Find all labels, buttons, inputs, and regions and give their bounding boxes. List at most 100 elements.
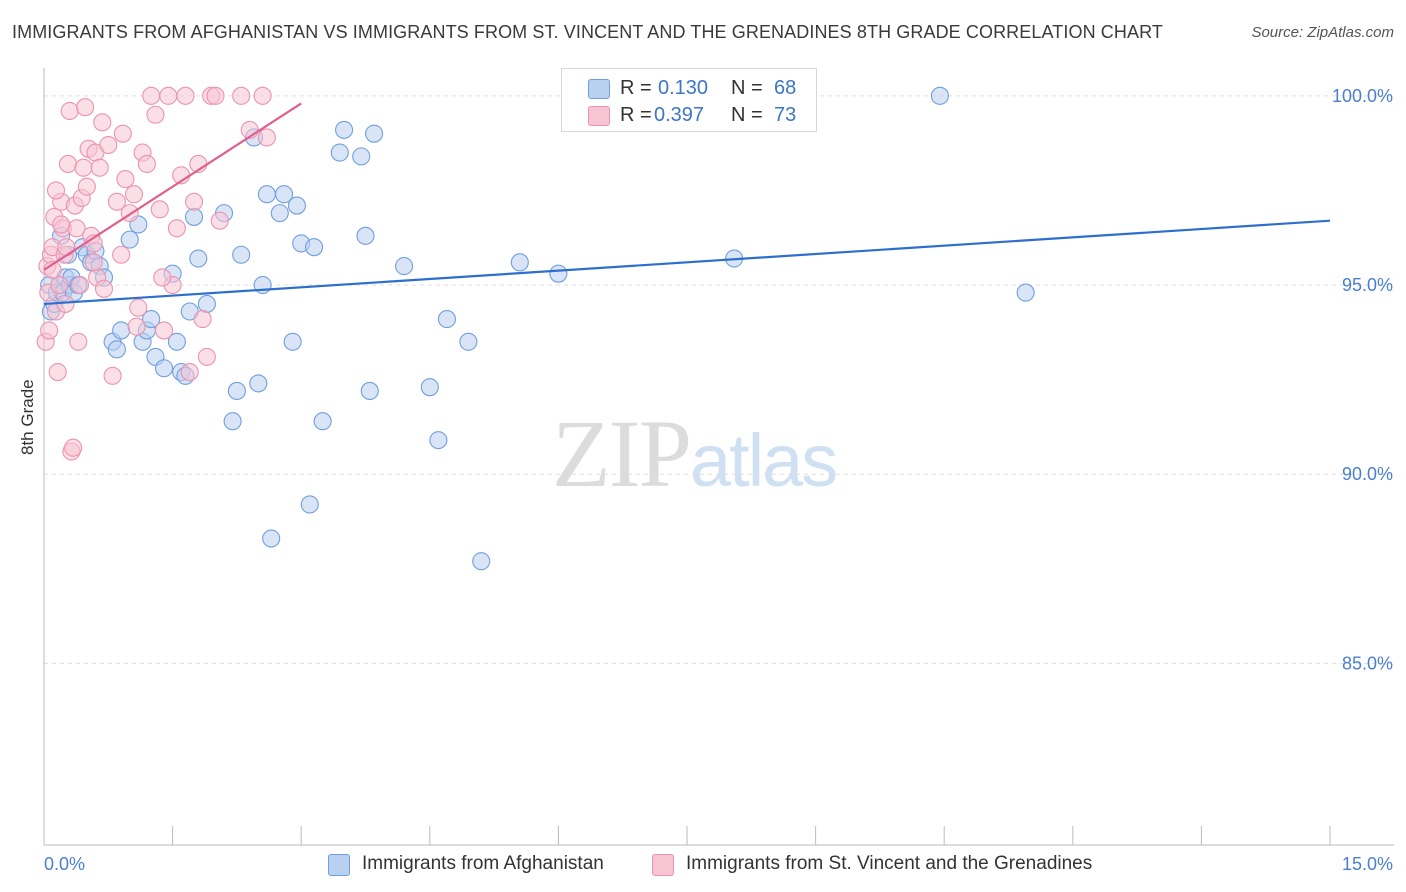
data-point-afghanistan <box>429 431 448 450</box>
data-point-afghanistan <box>270 204 289 223</box>
legend-r-value: 0.397 <box>654 104 705 126</box>
watermark-atlas: atlas <box>690 419 838 502</box>
data-point-st-vincent <box>50 275 69 295</box>
series-swatch-pink <box>652 854 674 876</box>
series-name: Immigrants from St. Vincent and the Gren… <box>686 853 1093 874</box>
legend-swatch-pink <box>588 106 610 126</box>
data-point-afghanistan <box>249 374 268 393</box>
data-point-st-vincent <box>60 101 79 121</box>
data-point-afghanistan <box>257 185 276 204</box>
data-point-st-vincent <box>74 158 93 177</box>
y-tick-label: 85.0% <box>1342 653 1393 673</box>
data-point-afghanistan <box>112 321 131 340</box>
data-point-afghanistan <box>930 86 949 105</box>
legend-swatch-blue <box>588 79 610 99</box>
data-point-st-vincent <box>52 215 71 234</box>
series-swatch-blue <box>328 854 350 876</box>
data-point-afghanistan <box>167 332 186 351</box>
data-point-st-vincent <box>159 86 178 105</box>
data-point-st-vincent <box>69 332 88 351</box>
data-point-afghanistan <box>142 310 161 329</box>
series-legend: Immigrants from Afghanistan Immigrants f… <box>0 852 1406 878</box>
data-point-afghanistan <box>305 238 324 257</box>
y-tick-label: 95.0% <box>1342 275 1393 295</box>
data-point-afghanistan <box>472 552 491 571</box>
data-point-st-vincent <box>129 298 148 317</box>
watermark: ZIPatlas <box>552 398 838 509</box>
data-point-st-vincent <box>206 86 225 105</box>
data-point-st-vincent <box>146 105 165 124</box>
data-point-st-vincent <box>257 128 276 147</box>
data-point-afghanistan <box>549 264 568 283</box>
legend-n-value: 68 <box>774 77 797 99</box>
data-point-st-vincent <box>137 154 156 173</box>
series-name: Immigrants from Afghanistan <box>362 853 604 874</box>
data-point-afghanistan <box>275 185 294 204</box>
data-point-afghanistan <box>120 230 139 249</box>
legend-r-label: R = <box>620 77 652 99</box>
correlation-legend: R = 0.130 N = 68 R = 0.397 N = 73 <box>561 68 817 132</box>
legend-r-value: 0.130 <box>658 77 709 99</box>
data-point-st-vincent <box>58 154 78 173</box>
data-point-afghanistan <box>184 207 204 226</box>
source-label: Source: ZipAtlas.com <box>1251 24 1394 41</box>
data-point-afghanistan <box>459 332 478 351</box>
data-point-st-vincent <box>46 181 66 200</box>
data-point-afghanistan <box>227 381 246 401</box>
legend-r-label: R = <box>620 104 652 126</box>
x-tick-label-max: 15.0% <box>1342 854 1393 874</box>
data-point-st-vincent <box>103 366 122 385</box>
data-point-afghanistan <box>197 294 216 313</box>
data-point-st-vincent <box>153 268 172 287</box>
data-point-st-vincent <box>127 317 146 336</box>
data-point-afghanistan <box>365 124 384 143</box>
trend-line-st-vincent <box>43 102 302 271</box>
data-point-st-vincent <box>180 362 199 382</box>
data-point-afghanistan <box>107 340 126 359</box>
data-point-afghanistan <box>352 147 371 166</box>
x-tick-label-min: 0.0% <box>44 854 85 874</box>
data-point-st-vincent <box>57 238 76 257</box>
y-tick-label: 90.0% <box>1342 464 1393 484</box>
data-point-st-vincent <box>94 279 114 298</box>
data-point-afghanistan <box>335 120 354 139</box>
data-point-st-vincent <box>77 177 96 196</box>
data-point-afghanistan <box>300 495 319 514</box>
data-point-afghanistan <box>283 332 302 351</box>
data-point-afghanistan <box>1016 283 1035 302</box>
data-point-afghanistan <box>223 412 242 431</box>
data-point-st-vincent <box>48 362 67 382</box>
data-point-st-vincent <box>84 253 103 272</box>
data-point-afghanistan <box>154 359 174 378</box>
data-point-st-vincent <box>197 347 216 366</box>
data-point-st-vincent <box>107 192 126 211</box>
legend-n-label: N = <box>731 77 763 99</box>
data-point-st-vincent <box>210 211 229 230</box>
data-point-st-vincent <box>253 86 272 105</box>
legend-row-st-vincent: R = 0.397 N = 73 <box>562 102 816 128</box>
data-point-afghanistan <box>510 253 529 272</box>
data-point-st-vincent <box>184 192 204 211</box>
data-point-afghanistan <box>356 226 375 245</box>
data-point-st-vincent <box>70 275 90 295</box>
trend-line-afghanistan <box>43 219 1331 306</box>
data-point-st-vincent <box>142 86 161 105</box>
data-point-afghanistan <box>420 378 439 397</box>
legend-n-value: 73 <box>774 104 797 126</box>
data-point-st-vincent <box>93 113 112 132</box>
data-point-st-vincent <box>112 245 131 264</box>
data-point-st-vincent <box>40 321 59 340</box>
legend-n-label: N = <box>731 104 763 126</box>
data-point-afghanistan <box>395 257 414 276</box>
data-point-st-vincent <box>99 135 118 155</box>
watermark-zip: ZIP <box>552 400 692 507</box>
data-point-afghanistan <box>262 529 281 548</box>
data-point-st-vincent <box>193 310 212 329</box>
chart-title: IMMIGRANTS FROM AFGHANISTAN VS IMMIGRANT… <box>12 22 1163 42</box>
data-point-afghanistan <box>189 249 208 268</box>
data-point-afghanistan <box>360 381 379 401</box>
y-tick-label: 100.0% <box>1332 86 1393 106</box>
data-point-st-vincent <box>154 321 174 340</box>
data-point-st-vincent <box>64 438 83 457</box>
